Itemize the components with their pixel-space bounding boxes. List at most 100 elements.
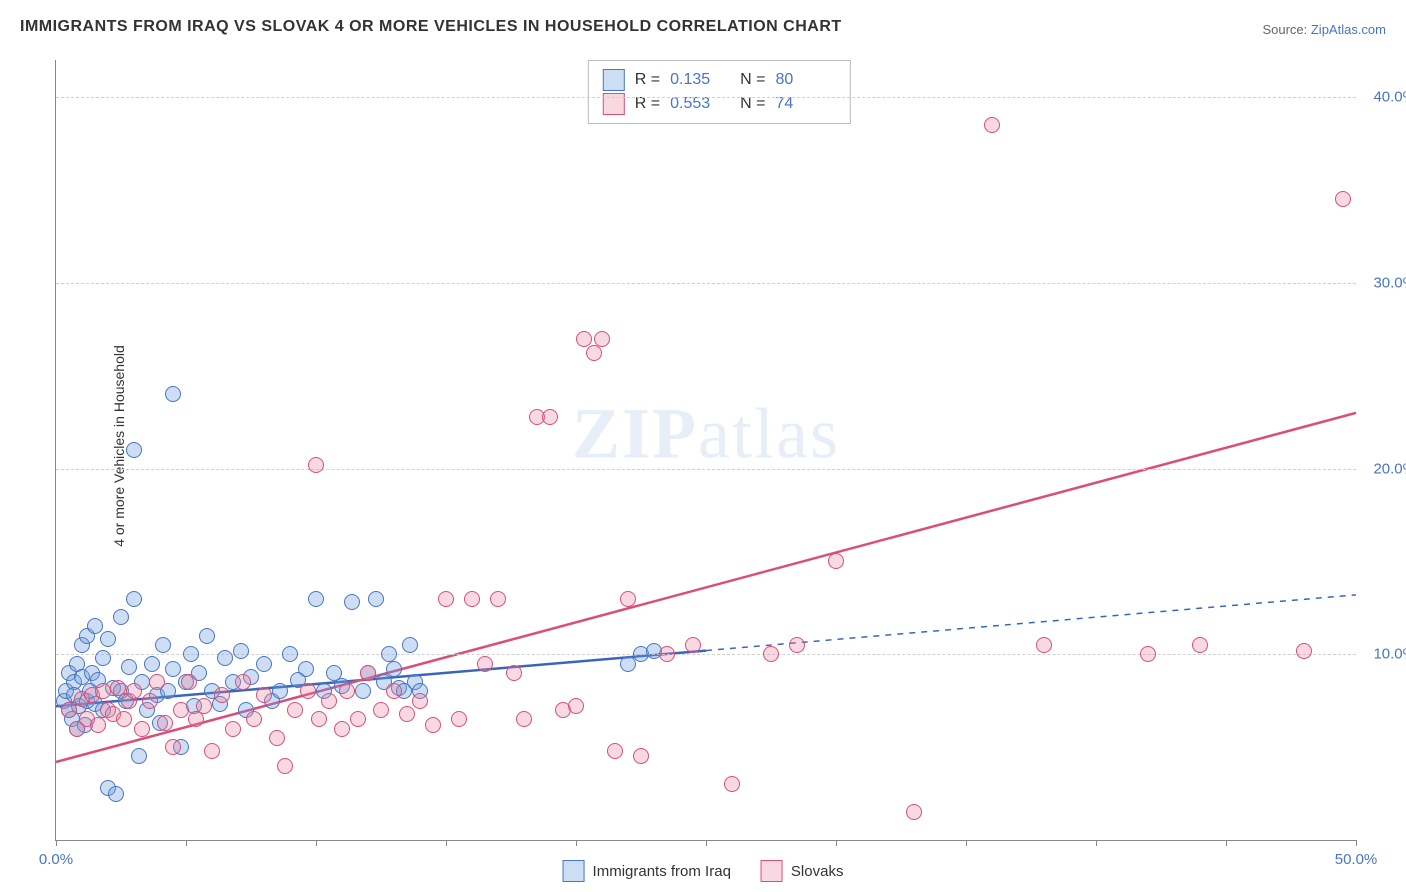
data-point bbox=[438, 591, 454, 607]
data-point bbox=[126, 591, 142, 607]
x-tick bbox=[316, 840, 317, 846]
data-point bbox=[87, 618, 103, 634]
data-point bbox=[477, 656, 493, 672]
legend-label: Immigrants from Iraq bbox=[593, 863, 731, 880]
x-tick bbox=[576, 840, 577, 846]
data-point bbox=[165, 386, 181, 402]
data-point bbox=[155, 637, 171, 653]
data-point bbox=[386, 683, 402, 699]
data-point bbox=[300, 683, 316, 699]
data-point bbox=[607, 743, 623, 759]
data-point bbox=[321, 693, 337, 709]
data-point bbox=[165, 661, 181, 677]
y-tick-label: 30.0% bbox=[1373, 274, 1406, 291]
data-point bbox=[381, 646, 397, 662]
gridline bbox=[56, 654, 1356, 655]
x-tick bbox=[706, 840, 707, 846]
x-tick bbox=[1096, 840, 1097, 846]
data-point bbox=[126, 442, 142, 458]
data-point bbox=[61, 702, 77, 718]
source-link[interactable]: ZipAtlas.com bbox=[1311, 22, 1386, 37]
data-point bbox=[633, 748, 649, 764]
data-point bbox=[1140, 646, 1156, 662]
data-point bbox=[256, 687, 272, 703]
x-tick bbox=[186, 840, 187, 846]
data-point bbox=[412, 693, 428, 709]
legend-item: Slovaks bbox=[761, 860, 844, 882]
y-tick-label: 20.0% bbox=[1373, 460, 1406, 477]
data-point bbox=[451, 711, 467, 727]
data-point bbox=[173, 702, 189, 718]
x-tick bbox=[56, 840, 57, 846]
data-point bbox=[568, 698, 584, 714]
data-point bbox=[386, 661, 402, 677]
data-point bbox=[576, 331, 592, 347]
data-point bbox=[360, 665, 376, 681]
x-tick-label: 0.0% bbox=[39, 851, 73, 868]
data-point bbox=[724, 776, 740, 792]
data-point bbox=[108, 786, 124, 802]
data-point bbox=[984, 117, 1000, 133]
data-point bbox=[95, 683, 111, 699]
data-point bbox=[339, 683, 355, 699]
data-point bbox=[620, 591, 636, 607]
data-point bbox=[121, 659, 137, 675]
data-point bbox=[368, 591, 384, 607]
data-point bbox=[287, 702, 303, 718]
data-point bbox=[506, 665, 522, 681]
data-point bbox=[763, 646, 779, 662]
data-point bbox=[134, 721, 150, 737]
data-point bbox=[490, 591, 506, 607]
data-point bbox=[789, 637, 805, 653]
data-point bbox=[425, 717, 441, 733]
data-point bbox=[256, 656, 272, 672]
data-point bbox=[399, 706, 415, 722]
data-point bbox=[906, 804, 922, 820]
data-point bbox=[402, 637, 418, 653]
data-point bbox=[1335, 191, 1351, 207]
data-point bbox=[100, 631, 116, 647]
data-point bbox=[144, 656, 160, 672]
data-point bbox=[233, 643, 249, 659]
data-point bbox=[542, 409, 558, 425]
data-point bbox=[659, 646, 675, 662]
data-point bbox=[308, 457, 324, 473]
x-tick bbox=[1226, 840, 1227, 846]
x-tick bbox=[446, 840, 447, 846]
data-point bbox=[516, 711, 532, 727]
data-point bbox=[350, 711, 366, 727]
data-point bbox=[464, 591, 480, 607]
data-point bbox=[214, 687, 230, 703]
data-point bbox=[311, 711, 327, 727]
gridline bbox=[56, 469, 1356, 470]
legend-swatch bbox=[563, 860, 585, 882]
data-point bbox=[828, 553, 844, 569]
data-point bbox=[308, 591, 324, 607]
data-point bbox=[113, 609, 129, 625]
chart-title: IMMIGRANTS FROM IRAQ VS SLOVAK 4 OR MORE… bbox=[20, 18, 842, 36]
data-point bbox=[199, 628, 215, 644]
legend-swatch bbox=[761, 860, 783, 882]
data-point bbox=[196, 698, 212, 714]
data-point bbox=[269, 730, 285, 746]
data-point bbox=[217, 650, 233, 666]
data-point bbox=[116, 711, 132, 727]
legend-label: Slovaks bbox=[791, 863, 844, 880]
data-point bbox=[157, 715, 173, 731]
data-point bbox=[334, 721, 350, 737]
x-tick bbox=[836, 840, 837, 846]
data-point bbox=[277, 758, 293, 774]
data-point bbox=[1036, 637, 1052, 653]
data-point bbox=[165, 739, 181, 755]
data-point bbox=[586, 345, 602, 361]
x-tick bbox=[1356, 840, 1357, 846]
data-point bbox=[90, 717, 106, 733]
data-point bbox=[183, 646, 199, 662]
data-point bbox=[594, 331, 610, 347]
data-point bbox=[1192, 637, 1208, 653]
legend: Immigrants from Iraq Slovaks bbox=[563, 860, 844, 882]
legend-item: Immigrants from Iraq bbox=[563, 860, 731, 882]
x-tick-label: 50.0% bbox=[1335, 851, 1378, 868]
y-tick-label: 40.0% bbox=[1373, 89, 1406, 106]
data-point bbox=[685, 637, 701, 653]
